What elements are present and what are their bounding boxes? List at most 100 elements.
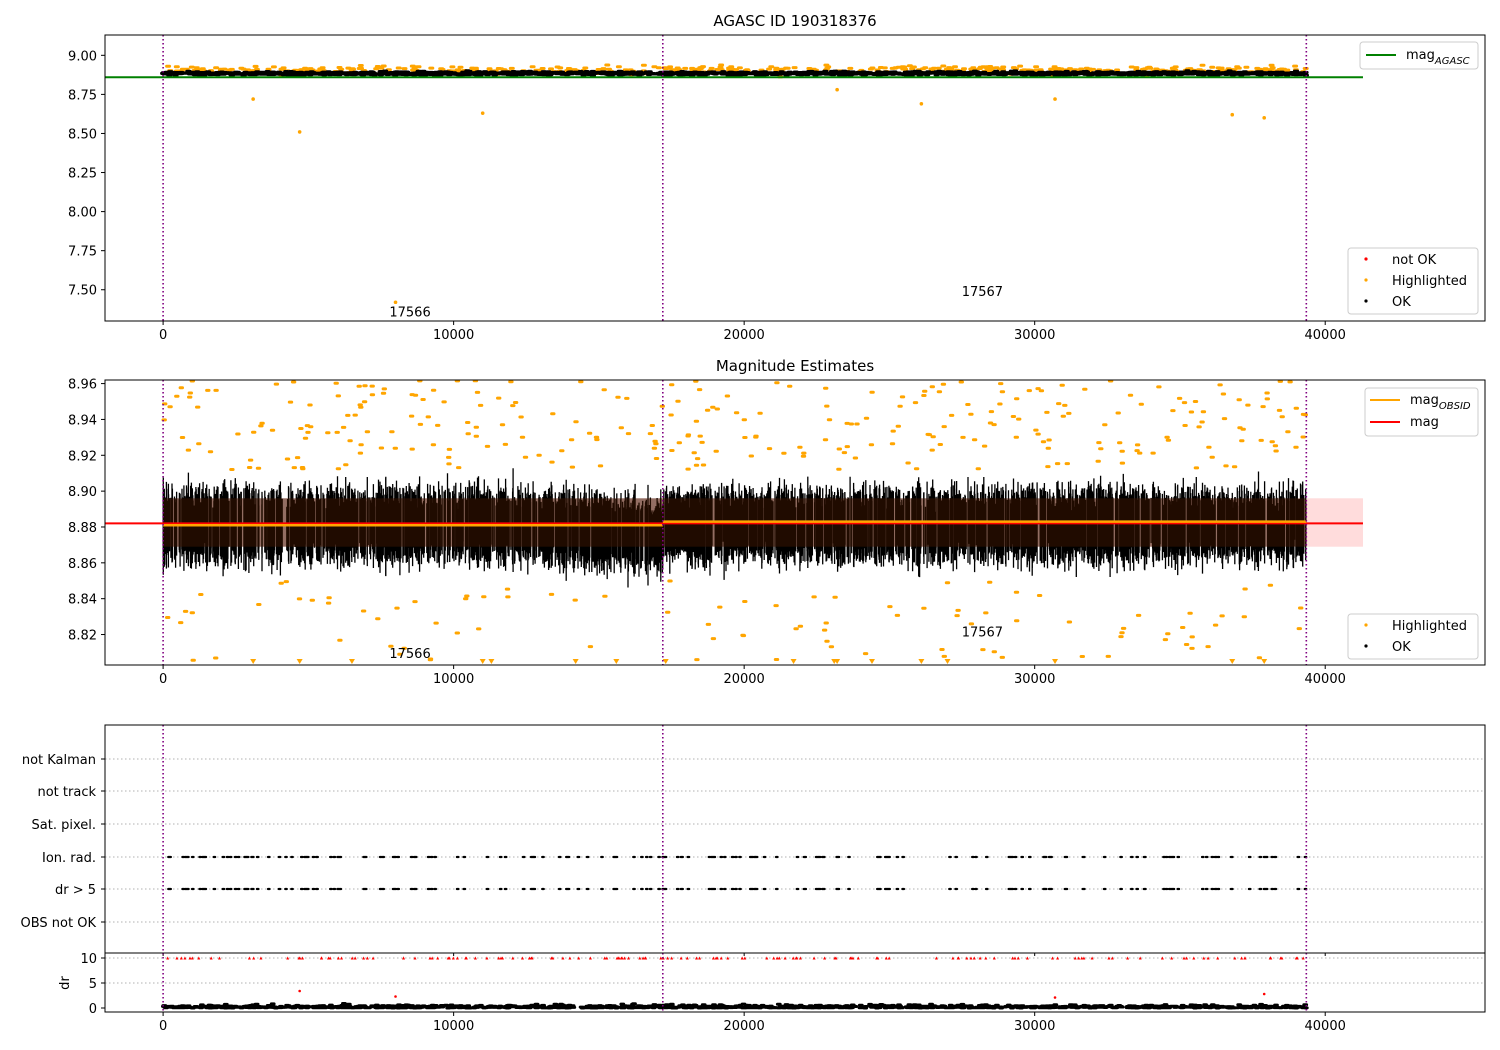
flag-row-label: Sat. pixel. [32,818,96,833]
flags-data-layer [105,725,1485,953]
legend-ok: OK [1392,295,1411,310]
highlighted-points [161,380,1308,662]
x-tick-label: 20000 [723,328,764,343]
agasc-line-legend-box [1359,41,1479,70]
magnitude-estimates-title: Magnitude Estimates [716,357,874,375]
agasc-point-legend: not OK Highlighted OK [1347,247,1479,315]
agasc-axes-frame [104,34,1486,322]
y-tick-label: 0 [89,1002,97,1017]
obsid-label: 17566 [389,305,430,320]
legend-ok-marker-2 [1364,644,1368,648]
x-tick-label: 10000 [433,672,474,687]
y-tick-label: 8.82 [68,629,97,644]
flag-row-label: not Kalman [22,753,96,768]
dr-ok-points [161,1002,1309,1010]
highlighted-outlier-point [1230,112,1235,117]
dr-outlier-point [394,995,397,998]
y-tick-label: 8.92 [68,449,97,464]
y-tick-label: 7.75 [68,245,97,260]
y-tick-label: 9.00 [68,49,97,64]
y-tick-label: 8.90 [68,485,97,500]
flags-ticks: not Kalman not track Sat. pixel. Ion. rad. d… [21,753,1326,956]
legend-mag-agasc-label: mag [1406,48,1435,63]
legend-highlighted-marker-2 [1364,623,1368,627]
clipped-low-marker [1052,659,1059,664]
flag-row-label: not track [37,785,96,800]
legend-mag: mag [1410,415,1439,430]
agasc-title: AGASC ID 190318376 [713,12,876,30]
flag-row-label: dr > 5 [55,883,96,898]
y-tick-label: 8.25 [68,167,97,182]
x-tick-label: 30000 [1014,1019,1055,1034]
flags-panel: not Kalman not track Sat. pixel. Ion. rad. d… [21,724,1486,956]
x-tick-label: 20000 [723,1019,764,1034]
clipped-low-marker [868,659,875,664]
clipped-low-marker [1229,659,1236,664]
y-tick-label: 7.50 [68,284,97,299]
dr-panel: 0 10000 20000 30000 40000 0 5 10 dr [58,952,1486,1034]
agasc-line-legend: magAGASC [1359,41,1479,70]
legend-mag-agasc-sub: AGASC [1434,56,1470,67]
x-tick-label: 30000 [1014,328,1055,343]
x-tick-label: 0 [159,1019,167,1034]
clipped-low-marker [296,659,303,664]
clipped-low-marker [1261,659,1268,664]
y-tick-label: 8.50 [68,127,97,142]
y-tick-label: 8.86 [68,557,97,572]
clipped-low-marker [790,659,797,664]
clipped-low-marker [348,659,355,664]
legend-highlighted-2: Highlighted [1392,619,1467,634]
clipped-low-marker [572,659,579,664]
clipped-low-marker [479,659,486,664]
x-tick-label: 40000 [1305,328,1346,343]
legend-highlighted: Highlighted [1392,274,1467,289]
magnitude-estimates-panel: Magnitude Estimates 17566 17567 0 10000 200… [68,357,1486,687]
magnitude-axes-frame [104,379,1486,666]
highlighted-outlier-point [919,101,924,106]
dr-ticks: 0 10000 20000 30000 40000 0 5 10 [80,952,1345,1034]
x-tick-label: 10000 [433,1019,474,1034]
x-tick-label: 20000 [723,672,764,687]
clipped-low-marker [613,659,620,664]
x-tick-label: 40000 [1305,1019,1346,1034]
legend-ok-2: OK [1392,640,1411,655]
obsid-label: 17567 [962,625,1003,640]
agasc-data-layer: 17566 17567 [105,35,1363,321]
legend-not-ok-marker [1364,257,1368,261]
y-tick-label: 8.75 [68,88,97,103]
highlighted-outlier-point [393,300,398,305]
clipped-low-marker [918,659,925,664]
highlighted-outlier-point [1262,116,1266,120]
agasc-ticks: 0 10000 20000 30000 40000 7.50 7.75 8.00 8.25 8.5… [68,49,1346,343]
dr-outlier-point [1262,992,1266,996]
magnitude-point-legend: Highlighted OK [1347,613,1479,660]
legend-highlighted-marker [1364,278,1368,282]
y-tick-label: 8.00 [68,206,97,221]
flag-row-label: Ion. rad. [42,851,96,866]
y-tick-label: 8.84 [68,593,97,608]
magnitude-plot-area: 17566 17567 [105,380,1363,665]
legend-ok-marker [1364,299,1368,303]
dr-outlier-point [298,989,301,993]
obsid-label: 17567 [962,285,1003,300]
clipped-low-marker [944,659,951,664]
x-tick-label: 10000 [433,328,474,343]
magnitude-ticks: 0 10000 20000 30000 40000 8.82 8.84 8.86 8.88 8.9… [68,378,1346,687]
y-tick-label: 5 [89,977,97,992]
y-tick-label: 10 [80,952,97,967]
highlighted-outlier-point [835,87,839,92]
clipped-low-marker [488,659,495,664]
dr-plot-area [105,953,1485,1012]
obsid-label: 17566 [389,647,430,662]
ok-points [160,69,1309,78]
highlighted-outlier-point [480,111,485,115]
magnitude-point-legend-box [1347,613,1479,660]
y-tick-label: 8.96 [68,378,97,393]
x-tick-label: 40000 [1305,672,1346,687]
clipped-low-marker [662,659,669,664]
x-tick-label: 0 [159,672,167,687]
agasc-plot-area: 17566 17567 [105,35,1363,321]
highlighted-outlier-point [1053,97,1057,101]
legend-not-ok: not OK [1392,253,1437,268]
